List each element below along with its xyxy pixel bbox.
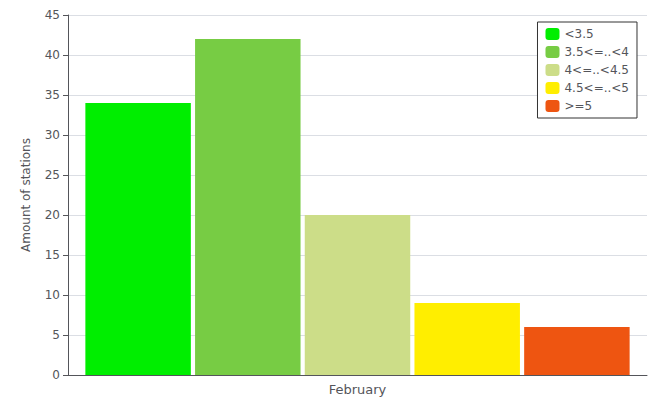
- svg-text:3.5<=..<4: 3.5<=..<4: [564, 45, 629, 59]
- svg-text:February: February: [329, 382, 387, 397]
- svg-text:25: 25: [45, 168, 60, 182]
- svg-text:40: 40: [45, 48, 60, 62]
- svg-text:20: 20: [45, 208, 60, 222]
- svg-text:15: 15: [45, 248, 60, 262]
- svg-text:<3.5: <3.5: [564, 27, 593, 41]
- svg-text:5: 5: [52, 328, 60, 342]
- svg-text:35: 35: [45, 88, 60, 102]
- svg-text:>=5: >=5: [564, 99, 592, 113]
- svg-text:45: 45: [45, 8, 60, 22]
- svg-text:10: 10: [45, 288, 60, 302]
- svg-text:30: 30: [45, 128, 60, 142]
- svg-text:4<=..<4.5: 4<=..<4.5: [564, 63, 629, 77]
- svg-text:0: 0: [52, 368, 60, 382]
- svg-text:Amount of stations: Amount of stations: [19, 138, 33, 252]
- svg-text:4.5<=..<5: 4.5<=..<5: [564, 81, 629, 95]
